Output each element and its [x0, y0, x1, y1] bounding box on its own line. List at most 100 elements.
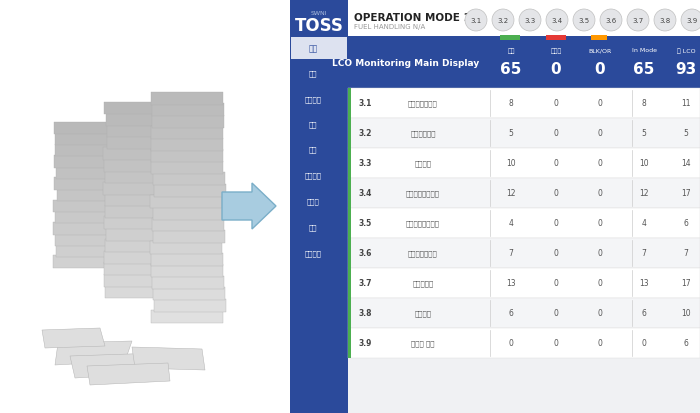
Bar	[150, 242, 222, 254]
Bar	[348, 0, 700, 39]
Text: 0: 0	[554, 249, 559, 258]
Bar	[348, 268, 700, 298]
Bar	[54, 122, 113, 135]
Bar	[150, 138, 223, 151]
Text: 5: 5	[509, 129, 513, 138]
Text: 반응도제어계통: 반응도제어계통	[408, 100, 438, 107]
Bar	[56, 167, 116, 179]
Text: 3.9: 3.9	[687, 18, 698, 24]
Text: 0: 0	[554, 99, 559, 108]
Text: 6: 6	[684, 339, 688, 348]
Bar	[153, 287, 225, 300]
Text: 0: 0	[598, 339, 603, 348]
Text: 3.2: 3.2	[498, 18, 509, 24]
Text: 계측설비: 계측설비	[414, 160, 431, 167]
Bar	[104, 262, 170, 275]
Text: 0: 0	[554, 339, 559, 348]
Text: 원자로냉각재계통: 원자로냉각재계통	[406, 190, 440, 197]
Bar	[55, 233, 115, 246]
Bar	[107, 125, 173, 138]
Text: 경장안 운전: 경장안 운전	[412, 340, 435, 347]
Text: 0: 0	[551, 62, 561, 76]
Circle shape	[600, 10, 622, 32]
Text: 0: 0	[598, 249, 603, 258]
Polygon shape	[42, 328, 105, 348]
Bar	[0, 0, 290, 413]
Text: 65: 65	[500, 62, 522, 76]
Text: 7: 7	[684, 249, 688, 258]
Text: 0: 0	[595, 62, 606, 76]
Polygon shape	[70, 353, 158, 378]
Bar	[54, 156, 114, 168]
Bar	[56, 244, 116, 257]
Circle shape	[627, 10, 649, 32]
Text: 이력: 이력	[309, 121, 317, 128]
Bar	[104, 159, 169, 172]
Bar	[104, 217, 170, 230]
Text: 8: 8	[509, 99, 513, 108]
Text: 4: 4	[642, 219, 646, 228]
Bar	[150, 264, 223, 277]
Text: 0: 0	[642, 339, 646, 348]
Bar	[53, 222, 113, 235]
Bar	[348, 298, 700, 328]
Text: 8: 8	[642, 99, 646, 108]
Text: 7: 7	[509, 249, 513, 258]
Circle shape	[546, 10, 568, 32]
Text: 3.3: 3.3	[524, 18, 536, 24]
Text: 3.5: 3.5	[358, 219, 372, 228]
Text: 11: 11	[681, 99, 691, 108]
Text: 0: 0	[598, 129, 603, 138]
Bar	[348, 268, 351, 298]
Text: 비상노심냉각계통: 비상노심냉각계통	[406, 220, 440, 227]
Text: 3.5: 3.5	[578, 18, 589, 24]
Bar	[55, 133, 116, 146]
Text: 3.7: 3.7	[358, 279, 372, 288]
Text: 원자로건물계통: 원자로건물계통	[408, 250, 438, 257]
Text: TOSS: TOSS	[295, 17, 344, 35]
Text: 적용관리: 적용관리	[304, 97, 321, 103]
Text: 3.4: 3.4	[552, 18, 563, 24]
Bar	[154, 184, 226, 197]
Bar	[105, 205, 171, 218]
Bar	[348, 89, 700, 119]
Bar	[348, 209, 700, 238]
Text: 12: 12	[639, 189, 649, 198]
Text: 0: 0	[554, 159, 559, 168]
Bar	[348, 149, 351, 178]
Bar	[55, 145, 115, 157]
Text: 10: 10	[506, 159, 516, 168]
Bar	[104, 148, 169, 161]
Bar	[104, 274, 169, 287]
Bar	[348, 328, 351, 358]
Text: 14: 14	[681, 159, 691, 168]
Bar	[348, 238, 351, 268]
Bar	[106, 114, 172, 127]
Text: 0: 0	[598, 279, 603, 288]
Bar	[348, 149, 700, 178]
Text: 93: 93	[676, 62, 696, 76]
Bar	[106, 171, 172, 184]
Bar	[153, 173, 225, 185]
Text: 3.8: 3.8	[659, 18, 671, 24]
Text: 10: 10	[681, 309, 691, 318]
Bar	[104, 251, 171, 264]
Text: In Mode: In Mode	[631, 48, 657, 53]
Text: 3.2: 3.2	[358, 129, 372, 138]
Text: 0: 0	[598, 219, 603, 228]
Text: 17: 17	[681, 279, 691, 288]
Text: 6: 6	[684, 219, 688, 228]
Polygon shape	[222, 183, 276, 230]
Text: 7: 7	[642, 249, 646, 258]
Bar	[348, 328, 700, 358]
Bar	[152, 115, 224, 128]
Bar	[153, 276, 225, 289]
Text: 3.6: 3.6	[358, 249, 372, 258]
Circle shape	[465, 10, 487, 32]
Text: 검색: 검색	[309, 71, 317, 77]
Text: OPERATION MODE 1: OPERATION MODE 1	[354, 13, 470, 23]
Text: 65: 65	[634, 62, 654, 76]
Bar	[153, 207, 225, 220]
Bar	[348, 89, 351, 119]
Text: 6: 6	[509, 309, 513, 318]
